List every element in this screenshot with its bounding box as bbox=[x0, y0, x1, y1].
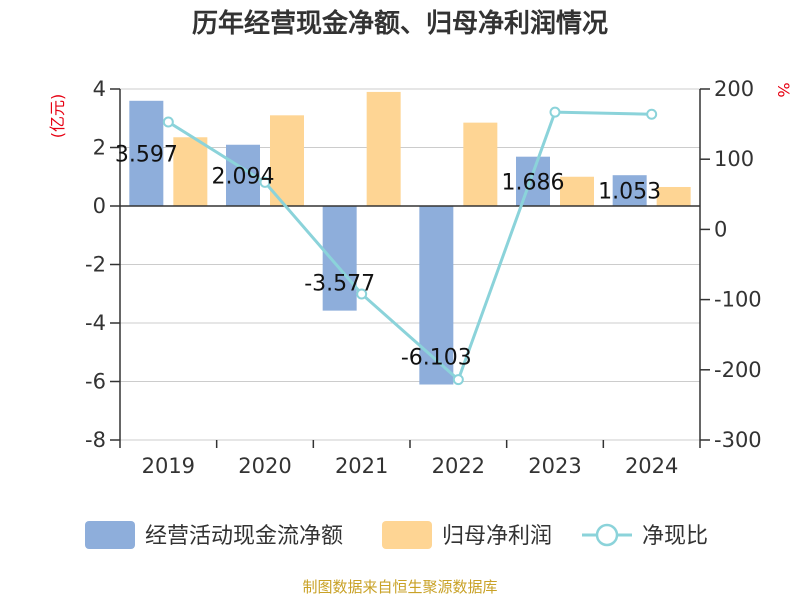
ratio-point bbox=[162, 116, 174, 128]
ratio-point bbox=[549, 106, 561, 118]
right-tick-label: -100 bbox=[714, 288, 762, 312]
source-note: 制图数据来自恒生聚源数据库 bbox=[302, 578, 497, 596]
legend-label-ratio: 净现比 bbox=[642, 524, 708, 549]
left-tick-label: 0 bbox=[93, 194, 106, 218]
ratio-point bbox=[259, 176, 271, 188]
bar-net-profit bbox=[173, 137, 208, 206]
ratio-series-line bbox=[167, 110, 652, 383]
left-tick-label: 4 bbox=[93, 77, 106, 101]
chart-title: 历年经营现金净额、归母净利润情况 bbox=[192, 8, 608, 39]
left-tick-label: -4 bbox=[85, 311, 106, 335]
left-tick-label: -6 bbox=[85, 370, 106, 394]
bar-cashflow bbox=[612, 175, 647, 206]
data-labels: 3.597 2.094 -3.577 -6.103 1.686 1.053 bbox=[115, 142, 661, 370]
bar-net-profit bbox=[560, 176, 594, 206]
right-axis: 200 100 0 -100 -200 -300 bbox=[699, 77, 762, 452]
bar-net-profit bbox=[463, 122, 498, 206]
bar-cashflow bbox=[419, 206, 454, 385]
cashflow-data-label: 1.053 bbox=[598, 180, 661, 205]
bar-cashflow bbox=[322, 206, 357, 311]
right-tick-label: 200 bbox=[714, 77, 754, 101]
legend-label-cashflow: 经营活动现金流净额 bbox=[145, 524, 343, 549]
right-tick-label: 100 bbox=[714, 147, 754, 171]
ratio-point bbox=[646, 108, 658, 120]
cashflow-data-label: 1.686 bbox=[502, 170, 565, 195]
legend-label-net-profit: 归母净利润 bbox=[442, 524, 552, 549]
x-axis: 2019 2020 2021 2022 2023 2024 bbox=[119, 440, 701, 478]
left-axis: 4 2 0 -2 -4 -6 -8 bbox=[85, 77, 121, 452]
bar-cashflow bbox=[516, 156, 550, 206]
ratio-point bbox=[356, 288, 368, 300]
legend-marker-ratio bbox=[595, 523, 619, 547]
right-tick-label: -200 bbox=[714, 358, 762, 382]
cashflow-data-label: 2.094 bbox=[212, 164, 275, 189]
right-axis-unit: % bbox=[774, 82, 793, 97]
cashflow-data-label: 3.597 bbox=[115, 142, 178, 167]
bar-net-profit bbox=[270, 115, 304, 206]
x-tick-label: 2021 bbox=[335, 454, 388, 478]
x-tick-label: 2022 bbox=[432, 454, 485, 478]
legend-swatch-cashflow bbox=[85, 521, 135, 549]
legend-swatch-net-profit bbox=[382, 521, 432, 549]
bar-net-profit bbox=[366, 91, 401, 206]
left-axis-unit: (亿元) bbox=[48, 94, 67, 139]
ratio-line bbox=[162, 106, 658, 386]
right-tick-label: -300 bbox=[714, 428, 762, 452]
x-tick-label: 2024 bbox=[625, 454, 678, 478]
x-tick-label: 2020 bbox=[238, 454, 291, 478]
right-tick-label: 0 bbox=[714, 217, 727, 241]
cashflow-data-label: -6.103 bbox=[401, 346, 472, 371]
bars bbox=[129, 91, 691, 385]
legend: 经营活动现金流净额 归母净利润 净现比 bbox=[85, 521, 708, 549]
left-tick-label: -2 bbox=[85, 253, 106, 277]
x-tick-label: 2023 bbox=[528, 454, 581, 478]
cashflow-data-label: -3.577 bbox=[304, 272, 375, 297]
left-tick-label: -8 bbox=[85, 428, 106, 452]
bar-net-profit bbox=[656, 186, 691, 206]
bar-cashflow bbox=[129, 100, 164, 206]
ratio-point bbox=[452, 374, 464, 386]
x-tick-label: 2019 bbox=[142, 454, 195, 478]
left-tick-label: 2 bbox=[93, 136, 106, 160]
